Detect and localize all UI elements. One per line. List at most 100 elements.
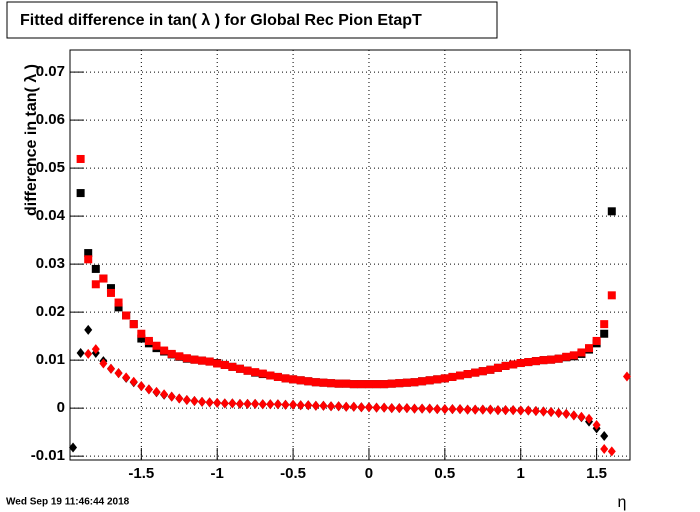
square-marker	[554, 354, 563, 363]
diamond-marker	[114, 368, 123, 379]
diamond-marker	[607, 446, 616, 457]
square-marker	[304, 377, 313, 386]
square-marker	[342, 379, 351, 388]
diamond-marker	[456, 404, 465, 415]
diamond-marker	[243, 398, 252, 409]
diamond-marker	[554, 407, 563, 418]
y-tick-label: -0.01	[31, 447, 65, 464]
y-tick-label: 0.01	[36, 351, 65, 368]
square-marker	[213, 359, 222, 368]
diamond-marker	[106, 363, 115, 374]
square-marker	[91, 280, 100, 289]
diamond-marker	[463, 404, 472, 415]
square-marker	[152, 341, 161, 350]
square-marker	[600, 320, 609, 329]
square-marker	[440, 374, 449, 383]
diamond-marker	[622, 371, 631, 382]
square-marker	[539, 356, 548, 365]
diamond-marker	[349, 401, 358, 412]
diamond-marker	[235, 398, 244, 409]
square-marker	[448, 372, 457, 381]
square-marker	[486, 365, 495, 374]
timestamp: Wed Sep 19 11:46:44 2018	[6, 497, 130, 508]
y-tick-label: 0.05	[36, 159, 65, 176]
diamond-marker	[281, 399, 290, 410]
square-marker	[266, 371, 275, 380]
square-marker	[334, 379, 343, 388]
diamond-marker	[76, 347, 85, 358]
square-marker	[106, 284, 115, 293]
diamond-marker	[69, 442, 78, 453]
diamond-marker	[122, 372, 131, 383]
diamond-marker	[84, 348, 93, 359]
square-marker	[220, 360, 229, 369]
square-marker	[364, 380, 373, 389]
diamond-marker	[531, 406, 540, 417]
square-marker	[380, 380, 389, 389]
square-marker	[258, 369, 267, 378]
diamond-marker	[160, 389, 169, 400]
square-marker	[160, 346, 169, 355]
square-marker	[281, 374, 290, 383]
square-marker	[137, 334, 146, 343]
diamond-marker	[600, 430, 609, 441]
square-marker	[418, 377, 427, 386]
square-marker	[114, 303, 123, 312]
square-marker	[569, 351, 578, 360]
square-marker	[562, 352, 571, 361]
title-box	[6, 1, 498, 39]
square-marker	[395, 379, 404, 388]
square-marker	[114, 298, 123, 307]
diamond-marker	[296, 400, 305, 411]
square-marker	[372, 380, 381, 389]
square-marker	[319, 378, 328, 387]
diamond-marker	[410, 403, 419, 414]
square-marker	[228, 362, 237, 371]
diamond-marker	[251, 398, 260, 409]
diamond-marker	[213, 397, 222, 408]
square-marker	[456, 371, 465, 380]
x-axis-label: η	[618, 494, 627, 511]
square-marker	[577, 348, 586, 357]
square-marker	[235, 364, 244, 373]
x-tick-label: 0.5	[434, 465, 455, 482]
diamond-marker	[190, 395, 199, 406]
diamond-marker	[319, 400, 328, 411]
square-marker	[137, 329, 146, 338]
chart-title: Fitted difference in tan( λ ) for Global…	[20, 12, 422, 29]
square-marker	[463, 370, 472, 379]
plot-frame	[69, 49, 631, 461]
square-marker	[76, 154, 85, 163]
diamond-marker	[342, 401, 351, 412]
diamond-marker	[418, 403, 427, 414]
square-marker	[493, 363, 502, 372]
square-marker	[471, 368, 480, 377]
diamond-marker	[387, 403, 396, 414]
square-marker	[106, 288, 115, 297]
square-marker	[327, 379, 336, 388]
diamond-marker	[84, 324, 93, 335]
square-marker	[84, 249, 93, 258]
diamond-marker	[425, 403, 434, 414]
square-marker	[433, 375, 442, 384]
diamond-marker	[137, 381, 146, 392]
square-marker	[425, 376, 434, 385]
diamond-marker	[228, 398, 237, 409]
square-marker	[402, 378, 411, 387]
square-marker	[182, 354, 191, 363]
diamond-marker	[577, 411, 586, 422]
diamond-marker	[167, 391, 176, 402]
square-marker	[607, 291, 616, 300]
square-marker	[91, 264, 100, 273]
diamond-marker	[91, 344, 100, 355]
square-marker	[144, 336, 153, 345]
square-marker	[251, 368, 260, 377]
diamond-marker	[562, 408, 571, 419]
square-marker	[190, 355, 199, 364]
diamond-marker	[99, 358, 108, 369]
diamond-marker	[448, 404, 457, 415]
diamond-marker	[364, 402, 373, 413]
x-tick-label: -1	[211, 465, 224, 482]
y-tick-label: 0.02	[36, 303, 65, 320]
diamond-marker	[327, 401, 336, 412]
